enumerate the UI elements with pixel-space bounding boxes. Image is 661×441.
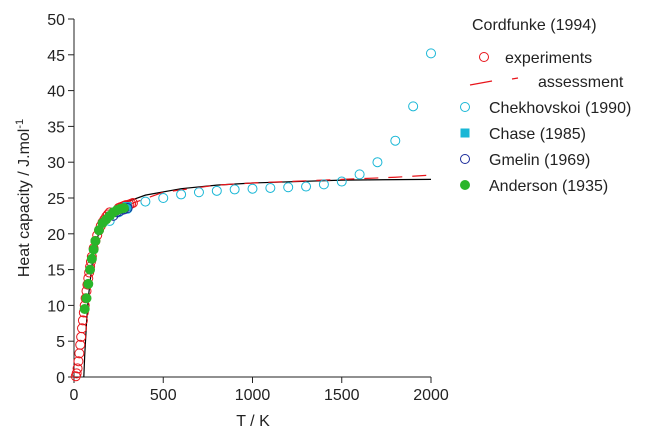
data-point — [83, 278, 94, 289]
data-point — [229, 184, 240, 195]
data-point — [73, 356, 84, 367]
y-tick-label: 0 — [56, 370, 65, 387]
series-line — [83, 178, 432, 378]
data-point — [85, 264, 96, 275]
legend-label: Chase (1985) — [489, 126, 586, 143]
data-point — [71, 368, 82, 379]
data-point — [88, 244, 99, 255]
y-tick-label: 5 — [56, 334, 65, 351]
legend-swatch — [511, 77, 519, 80]
y-axis-label: Heat capacity / J.mol-1 — [14, 119, 33, 277]
data-point — [426, 48, 436, 59]
x-tick-label: 1500 — [324, 387, 360, 404]
y-axis-label-text: Heat capacity / J.mol — [16, 129, 33, 278]
y-tick-label: 30 — [47, 155, 65, 172]
series-line — [126, 174, 432, 206]
data-point — [140, 196, 151, 207]
legend-swatch — [479, 52, 489, 62]
data-point — [75, 339, 86, 350]
data-point — [301, 181, 312, 192]
x-tick-label: 500 — [150, 387, 177, 404]
data-point — [90, 235, 101, 246]
x-tick-label: 2000 — [413, 387, 449, 404]
data-point — [336, 176, 347, 187]
y-tick-label: 20 — [47, 227, 65, 244]
legend-title: Cordfunke (1994) — [472, 17, 597, 34]
data-point — [211, 185, 222, 196]
data-point — [408, 101, 419, 112]
data-point — [354, 169, 365, 180]
data-point — [81, 293, 92, 304]
data-point — [283, 182, 294, 193]
x-tick-label: 0 — [70, 387, 79, 404]
y-tick-label: 25 — [47, 191, 65, 208]
x-tick-label: 1000 — [235, 387, 271, 404]
data-point — [265, 182, 276, 193]
y-tick-label: 15 — [47, 263, 65, 280]
data-point — [118, 203, 129, 214]
data-point — [77, 323, 88, 334]
legend-label: Gmelin (1969) — [489, 152, 590, 169]
x-axis-label: T / K — [236, 413, 270, 430]
data-point — [158, 193, 169, 203]
y-tick-label: 50 — [47, 12, 65, 29]
y-tick-label: 35 — [47, 119, 65, 136]
data-point — [193, 187, 204, 198]
data-point — [79, 303, 90, 314]
data-point — [318, 179, 329, 190]
legend-swatch — [460, 128, 470, 138]
data-point — [372, 157, 383, 168]
y-tick-label: 45 — [47, 48, 65, 65]
data-point — [176, 189, 187, 200]
data-point — [86, 253, 97, 264]
legend-swatch — [469, 80, 493, 86]
legend-swatch — [460, 180, 470, 190]
y-axis-label-sup: -1 — [14, 119, 26, 129]
legend-label: assessment — [538, 74, 624, 91]
legend-label: Chekhovskoi (1990) — [489, 100, 631, 117]
y-tick-label: 10 — [47, 298, 65, 315]
data-point — [77, 315, 88, 326]
legend-label: Anderson (1935) — [489, 178, 608, 195]
y-tick-label: 40 — [47, 84, 65, 101]
legend-label: experiments — [505, 50, 592, 67]
data-point — [247, 183, 258, 194]
legend-swatch — [460, 154, 470, 164]
data-point — [72, 363, 83, 374]
legend-swatch — [460, 102, 470, 112]
data-point — [390, 135, 401, 146]
